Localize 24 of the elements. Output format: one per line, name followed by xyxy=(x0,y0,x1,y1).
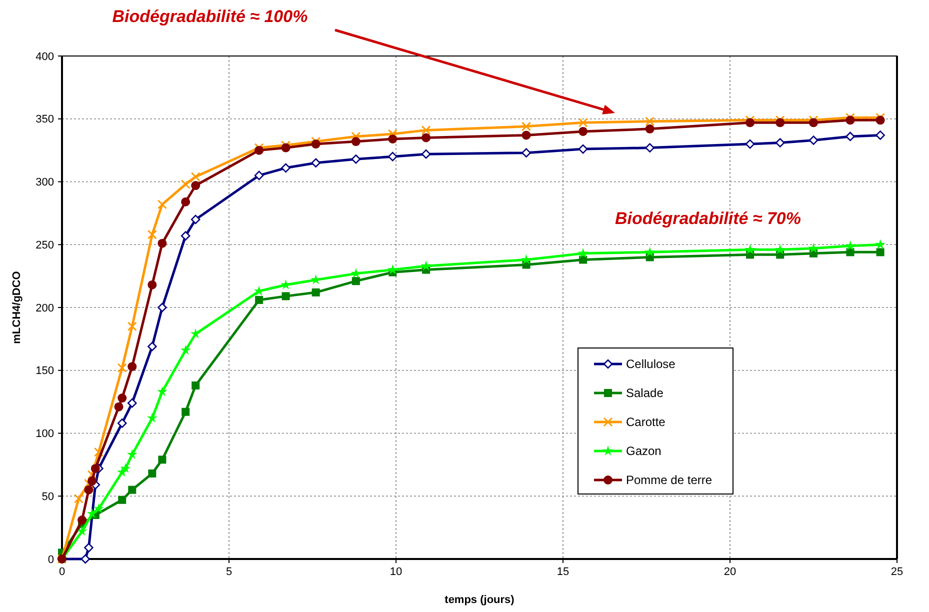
y-tick-label: 400 xyxy=(36,50,54,63)
x-tick-label: 25 xyxy=(890,566,904,578)
y-tick-label: 200 xyxy=(36,302,54,314)
x-tick-label: 0 xyxy=(58,566,66,578)
y-tick-label: 0 xyxy=(48,554,54,566)
x-tick-label: 15 xyxy=(556,566,570,578)
x-tick-label: 10 xyxy=(390,566,402,578)
annotation: Biodégradabilité ≈ 70% xyxy=(615,209,801,228)
x-tick-label: 20 xyxy=(724,566,736,578)
x-axis-title: temps (jours) xyxy=(444,594,515,606)
x-tick-label: 5 xyxy=(226,566,232,578)
y-tick-label: 150 xyxy=(36,365,54,378)
y-tick-label: 100 xyxy=(36,428,54,440)
legend-label: Cellulose xyxy=(626,357,676,372)
legend-label: Carotte xyxy=(626,415,666,430)
legend-label: Gazon xyxy=(626,444,662,458)
y-tick-label: 300 xyxy=(36,176,54,189)
legend-label: Salade xyxy=(626,386,664,400)
text: Biodégradabilité ≈ 100% xyxy=(112,7,308,26)
y-axis-title: mLCH4/gDCO xyxy=(11,270,23,344)
y-tick-label: 250 xyxy=(36,239,54,252)
legend-label: Pomme de terre xyxy=(626,473,712,488)
y-tick-label: 50 xyxy=(42,490,54,503)
y-tick-label: 350 xyxy=(36,114,54,126)
